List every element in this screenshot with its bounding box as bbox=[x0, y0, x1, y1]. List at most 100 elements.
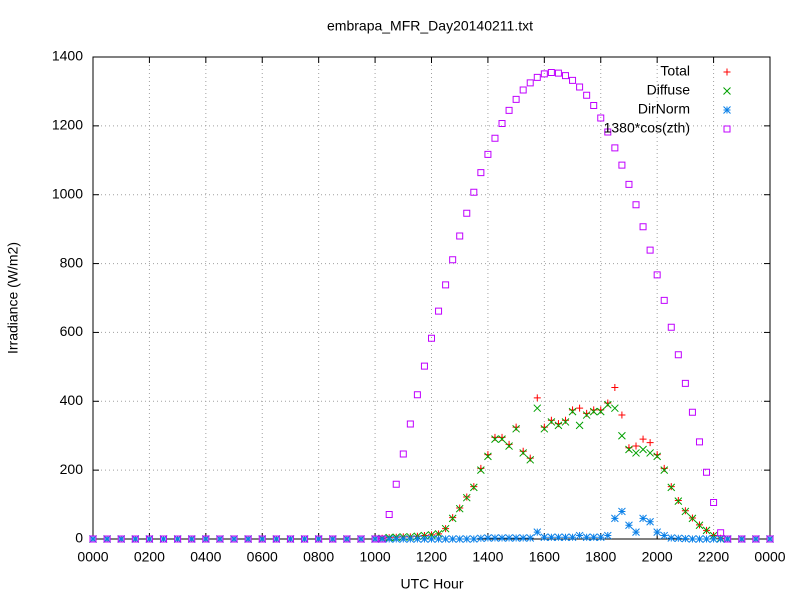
x-tick-label: 0800 bbox=[303, 549, 334, 565]
data-point bbox=[201, 535, 210, 543]
data-point bbox=[272, 535, 281, 543]
data-point bbox=[660, 466, 669, 474]
data-point bbox=[512, 424, 520, 433]
data-point bbox=[328, 535, 337, 543]
data-point bbox=[603, 531, 612, 540]
data-point bbox=[717, 529, 725, 537]
data-point bbox=[477, 534, 485, 543]
data-point bbox=[660, 531, 669, 540]
data-point bbox=[653, 271, 661, 279]
legend-label: Diffuse bbox=[647, 82, 691, 98]
x-tick-label: 1200 bbox=[416, 549, 447, 565]
data-point bbox=[455, 504, 464, 513]
data-point bbox=[484, 150, 492, 158]
data-point bbox=[462, 535, 471, 543]
data-point bbox=[498, 534, 506, 542]
data-point bbox=[738, 535, 746, 543]
data-point bbox=[413, 535, 422, 543]
data-point bbox=[533, 528, 542, 536]
data-point bbox=[752, 535, 760, 543]
data-point bbox=[674, 534, 683, 543]
data-point bbox=[618, 161, 626, 169]
data-point bbox=[286, 535, 295, 543]
data-point bbox=[752, 535, 760, 543]
data-point bbox=[392, 535, 401, 543]
data-point bbox=[688, 408, 696, 416]
x-tick-label: 0600 bbox=[247, 549, 278, 565]
data-point bbox=[413, 391, 421, 399]
data-point bbox=[632, 201, 640, 209]
data-point bbox=[526, 79, 534, 87]
data-point bbox=[378, 535, 386, 543]
x-tick-label: 0000 bbox=[77, 549, 108, 565]
data-point bbox=[216, 535, 224, 543]
data-point bbox=[632, 449, 640, 457]
data-point bbox=[582, 533, 591, 542]
data-point bbox=[695, 535, 704, 543]
legend-marker bbox=[723, 87, 731, 95]
data-point bbox=[653, 528, 662, 536]
data-point bbox=[547, 533, 556, 542]
data-point bbox=[441, 524, 450, 533]
data-point bbox=[258, 535, 267, 543]
data-point bbox=[695, 438, 703, 446]
x-tick-label: 1800 bbox=[585, 549, 616, 565]
data-point bbox=[484, 534, 492, 542]
data-point bbox=[660, 296, 668, 304]
x-tick-label: 1000 bbox=[360, 549, 391, 565]
data-point bbox=[653, 452, 662, 461]
data-point bbox=[357, 535, 365, 543]
data-point bbox=[611, 514, 619, 523]
data-point bbox=[540, 424, 549, 433]
x-tick-label: 2200 bbox=[698, 549, 729, 565]
data-point bbox=[505, 442, 513, 450]
data-point bbox=[723, 535, 732, 543]
x-tick-label: 1600 bbox=[529, 549, 560, 565]
y-tick-label: 1400 bbox=[52, 48, 83, 64]
data-point bbox=[618, 431, 626, 440]
data-point bbox=[385, 535, 394, 543]
data-point bbox=[343, 535, 351, 543]
data-point bbox=[230, 535, 238, 543]
data-point bbox=[575, 531, 584, 540]
data-point bbox=[441, 535, 450, 543]
data-point bbox=[258, 535, 266, 543]
data-point bbox=[674, 351, 682, 359]
data-point bbox=[455, 535, 464, 543]
data-point bbox=[667, 483, 676, 492]
data-point bbox=[448, 535, 457, 543]
data-point bbox=[286, 535, 294, 543]
data-point bbox=[646, 449, 654, 457]
data-point bbox=[604, 128, 612, 136]
data-point bbox=[766, 535, 774, 543]
data-point bbox=[667, 534, 676, 542]
data-point bbox=[576, 404, 584, 412]
data-point bbox=[603, 400, 612, 409]
data-point bbox=[590, 102, 598, 110]
data-point bbox=[519, 86, 527, 94]
data-point bbox=[371, 535, 379, 543]
data-point bbox=[702, 535, 711, 543]
data-point bbox=[639, 445, 647, 454]
data-point bbox=[681, 534, 690, 543]
data-point bbox=[103, 535, 111, 543]
data-point bbox=[456, 232, 464, 240]
data-point bbox=[695, 521, 704, 530]
data-point bbox=[315, 535, 323, 543]
data-point bbox=[512, 95, 520, 103]
data-point bbox=[371, 535, 379, 543]
data-point bbox=[554, 69, 562, 77]
data-point bbox=[547, 418, 556, 426]
data-point bbox=[174, 535, 182, 543]
legend-marker bbox=[723, 125, 731, 133]
data-point bbox=[611, 404, 619, 413]
data-point bbox=[681, 379, 689, 387]
data-point bbox=[688, 514, 697, 523]
data-point bbox=[646, 517, 654, 526]
legend-marker bbox=[723, 106, 731, 114]
x-tick-label: 0000 bbox=[754, 549, 785, 565]
data-point bbox=[625, 445, 633, 454]
data-point bbox=[469, 483, 478, 492]
data-point bbox=[533, 404, 542, 413]
